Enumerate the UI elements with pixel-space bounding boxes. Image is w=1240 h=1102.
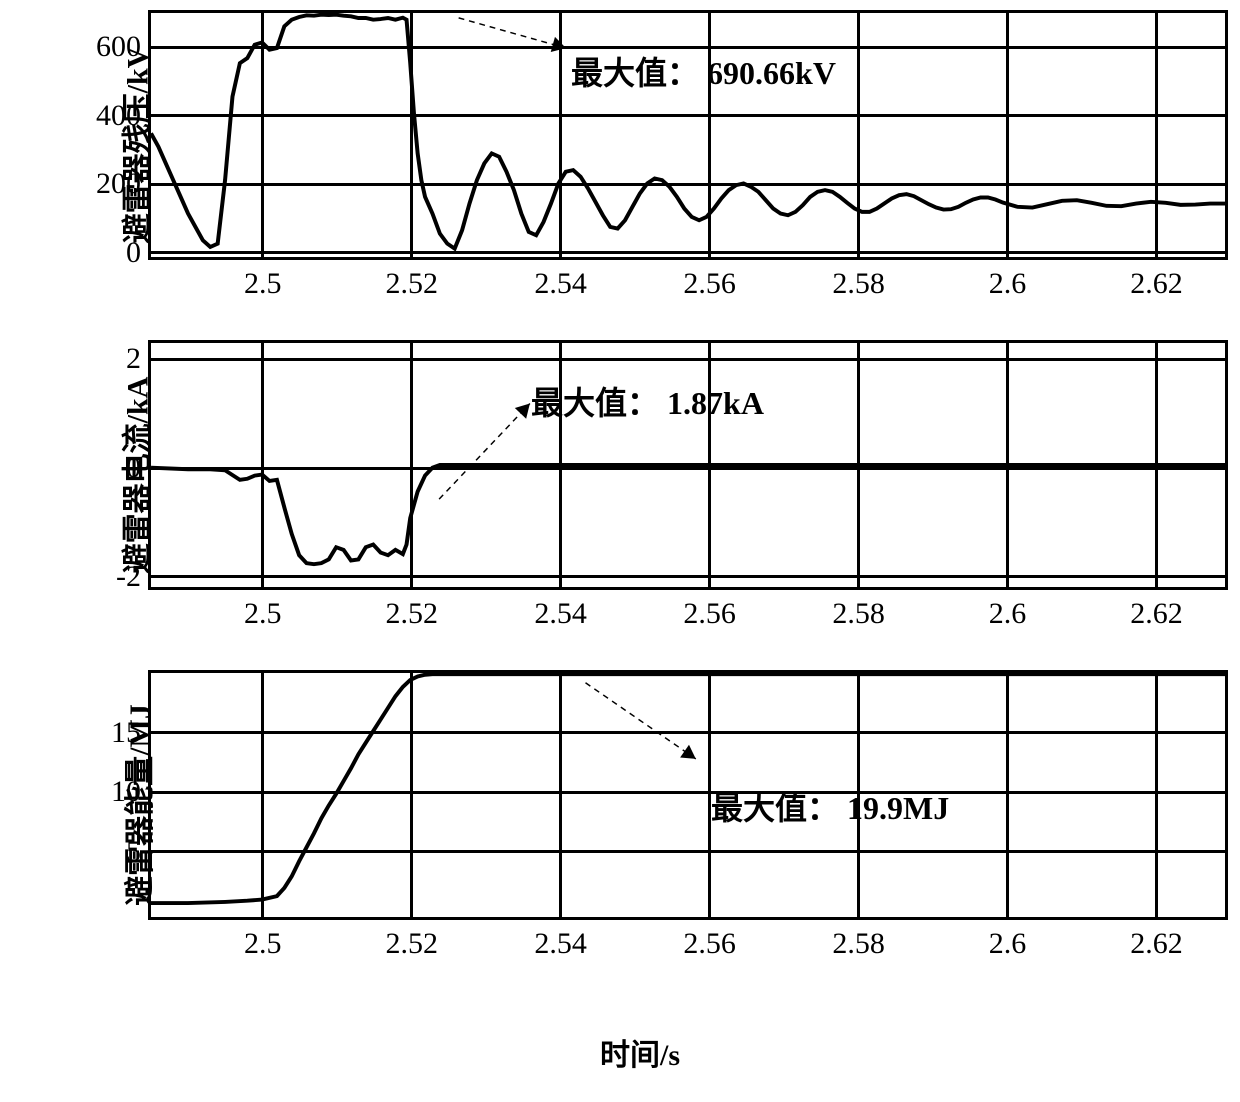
xtick-label: 2.6 bbox=[989, 267, 1027, 301]
annot-value: 19.9MJ bbox=[847, 790, 949, 826]
xtick-label: 2.62 bbox=[1130, 597, 1183, 631]
xtick-label: 2.52 bbox=[385, 597, 438, 631]
panel-0: 02004006002.52.522.542.562.582.62.62最大值：… bbox=[148, 10, 1228, 260]
panel-2: 510152.52.522.542.562.582.62.62最大值：19.9M… bbox=[148, 670, 1228, 920]
xtick-label: 2.56 bbox=[683, 927, 736, 961]
xtick-label: 2.6 bbox=[989, 597, 1027, 631]
xtick-label: 2.58 bbox=[832, 597, 885, 631]
ylabel: 避雷器电流/kA bbox=[112, 377, 156, 574]
xtick-label: 2.62 bbox=[1130, 927, 1183, 961]
annot-value: 1.87kA bbox=[667, 385, 764, 421]
xtick-label: 2.58 bbox=[832, 927, 885, 961]
shared-xlabel: 时间/s bbox=[600, 1030, 680, 1074]
annot-label: 最大值： bbox=[571, 55, 699, 91]
annot-arrow bbox=[151, 673, 1225, 917]
xtick-label: 2.54 bbox=[534, 927, 587, 961]
annotation: 最大值：1.87kA bbox=[531, 378, 764, 424]
xtick-label: 2.52 bbox=[385, 267, 438, 301]
annotation: 最大值：690.66kV bbox=[571, 48, 836, 94]
annotation: 最大值：19.9MJ bbox=[711, 783, 949, 829]
annot-label: 最大值： bbox=[711, 790, 839, 826]
xtick-label: 2.5 bbox=[244, 267, 282, 301]
xtick-label: 2.54 bbox=[534, 267, 587, 301]
xtick-label: 2.58 bbox=[832, 267, 885, 301]
xtick-label: 2.56 bbox=[683, 267, 736, 301]
ytick-label: 2 bbox=[126, 342, 141, 376]
xtick-label: 2.5 bbox=[244, 597, 282, 631]
figure-root: 02004006002.52.522.542.562.582.62.62最大值：… bbox=[0, 0, 1240, 1102]
panel-1: -2022.52.522.542.562.582.62.62最大值：1.87kA… bbox=[148, 340, 1228, 590]
xtick-label: 2.52 bbox=[385, 927, 438, 961]
xtick-label: 2.62 bbox=[1130, 267, 1183, 301]
ylabel: 避雷器能量/MJ bbox=[115, 704, 159, 906]
annot-label: 最大值： bbox=[531, 385, 659, 421]
ylabel: 避雷器残压/kV bbox=[112, 47, 156, 244]
xtick-label: 2.5 bbox=[244, 927, 282, 961]
annot-value: 690.66kV bbox=[707, 55, 836, 91]
xtick-label: 2.56 bbox=[683, 597, 736, 631]
xtick-label: 2.6 bbox=[989, 927, 1027, 961]
xtick-label: 2.54 bbox=[534, 597, 587, 631]
